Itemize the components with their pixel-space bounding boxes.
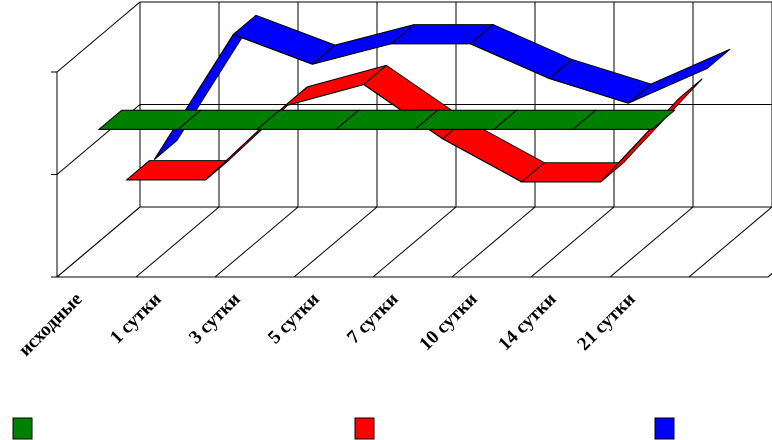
x-tick-label: исходные (15, 289, 87, 361)
legend-swatch (354, 417, 375, 440)
x-tick-label: 1 сутки (106, 289, 166, 349)
grid-line (56, 1, 141, 73)
series-line (153, 33, 708, 160)
floor-line (451, 206, 536, 278)
floor-line (767, 272, 772, 278)
legend-swatch (654, 417, 675, 440)
floor-line (609, 206, 694, 278)
floor-line (372, 206, 457, 278)
x-tick-label: 10 сутки (415, 289, 481, 355)
ribbon-segment (469, 24, 573, 80)
floor-line (293, 206, 378, 278)
x-tick-label: 5 сутки (264, 289, 324, 349)
floor-line (530, 206, 615, 278)
x-tick-label: 14 сутки (494, 289, 560, 355)
floor-edge (767, 272, 772, 278)
ribbon-segment (628, 48, 731, 104)
floor-line (135, 206, 220, 278)
floor-line (214, 206, 299, 278)
floor-line (688, 206, 772, 278)
ribbon-segment (125, 160, 230, 181)
legend-swatch (12, 417, 33, 440)
x-tick-label: 21 сутки (573, 289, 639, 355)
x-tick-label: 7 сутки (343, 289, 403, 349)
grid-line (56, 206, 141, 278)
x-tick-label: 3 сутки (185, 289, 245, 349)
